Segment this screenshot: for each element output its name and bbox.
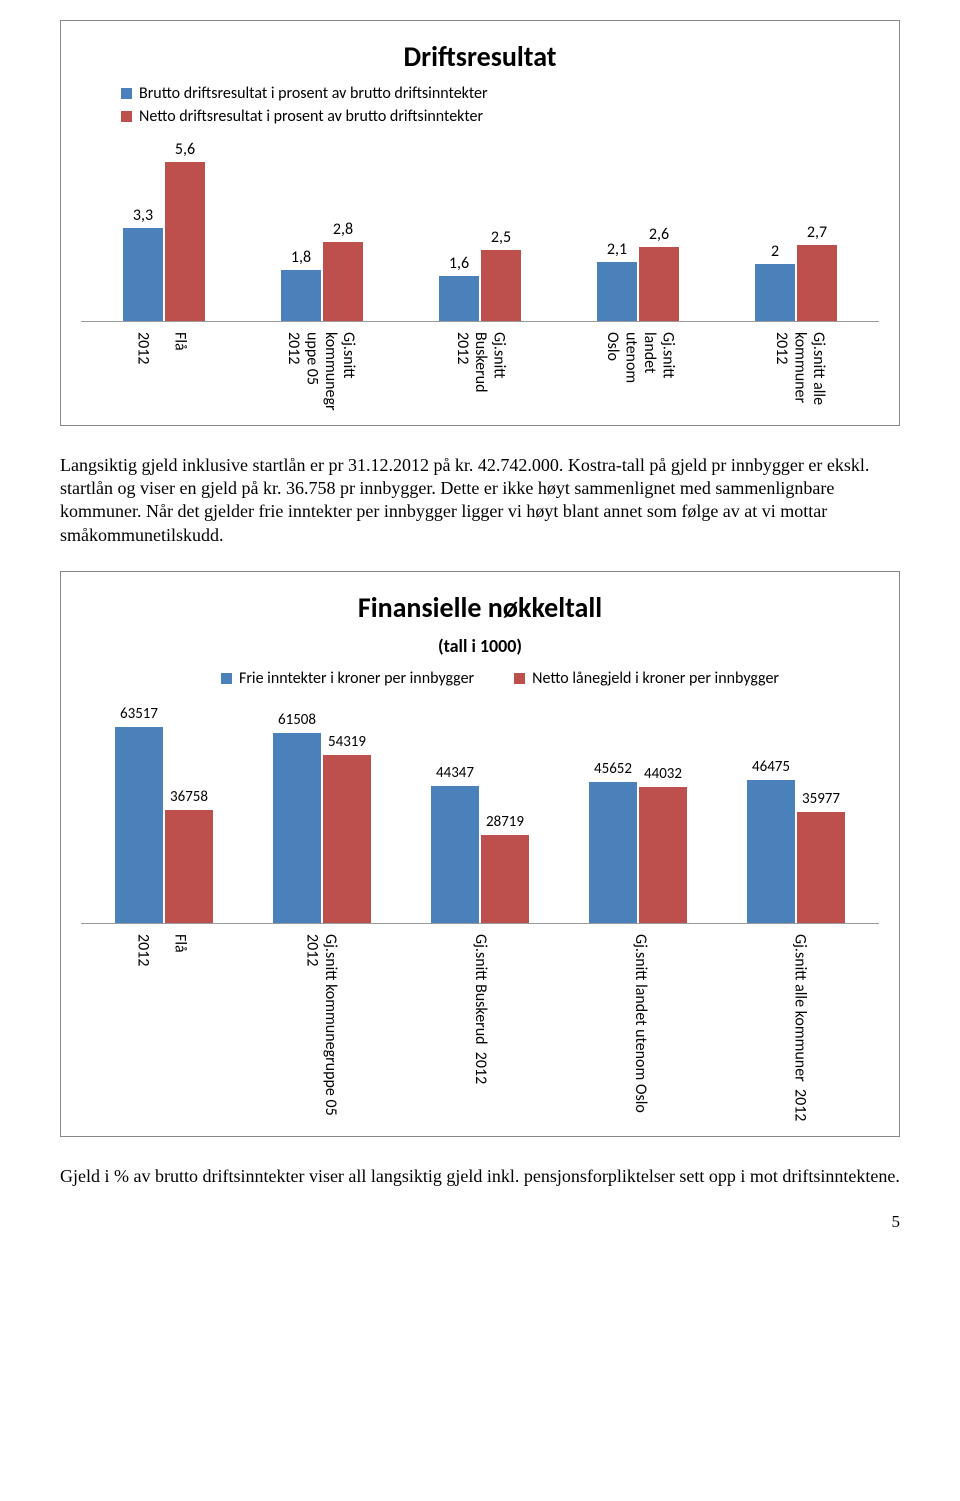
bar-value-label: 2,1 xyxy=(607,240,627,259)
legend-item: Brutto driftsresultat i prosent av brutt… xyxy=(121,84,488,103)
bar: 2 xyxy=(755,264,795,321)
chart1-plot: 3,35,61,82,81,62,52,12,622,7 Flå 2012Gj.… xyxy=(81,152,879,411)
x-axis-label-text: Flå 2012 xyxy=(133,332,188,411)
bar-group: 4647535977 xyxy=(717,780,875,924)
legend-label: Netto lånegjeld i kroner per innbygger xyxy=(532,669,779,688)
bar-value-label: 2,8 xyxy=(333,220,353,239)
chart1-xaxis: Flå 2012 Gj.snitt kommunegr uppe 05 2012 G… xyxy=(81,332,879,411)
chart-finansielle: Finansielle nøkkeltall (tall i 1000) Fri… xyxy=(60,571,900,1136)
chart2-subtitle: (tall i 1000) xyxy=(81,635,879,657)
x-axis-label-text: Gj.snitt landet utenom Oslo xyxy=(630,934,648,1121)
bar-value-label: 1,8 xyxy=(291,248,311,267)
bar-value-label: 28719 xyxy=(486,813,524,831)
bar: 36758 xyxy=(165,810,213,924)
x-axis-label: Flå 2012 xyxy=(81,934,241,1121)
bar: 44032 xyxy=(639,787,687,923)
x-axis-label: Gj.snitt Buskerud 2012 xyxy=(400,934,560,1121)
bar-group: 6150854319 xyxy=(243,733,401,923)
bar-value-label: 44032 xyxy=(644,765,682,783)
legend-swatch xyxy=(121,88,132,99)
x-axis-label-text: Gj.snitt Buskerud 2012 xyxy=(471,934,489,1121)
bar: 45652 xyxy=(589,782,637,923)
x-axis-label-text: Gj.snitt alle kommuner 2012 xyxy=(790,934,808,1121)
bar-group: 6351736758 xyxy=(85,727,243,923)
bar: 1,8 xyxy=(281,270,321,321)
bar-group: 2,12,6 xyxy=(559,247,717,321)
x-axis-label-text: Flå 2012 xyxy=(133,934,188,1121)
bar: 44347 xyxy=(431,786,479,923)
chart2-title: Finansielle nøkkeltall xyxy=(81,590,879,625)
bar-group: 1,62,5 xyxy=(401,250,559,321)
x-axis-label: Gj.snitt landet utenom Oslo xyxy=(560,934,720,1121)
x-axis-label-text: Gj.snitt alle kommuner 2012 xyxy=(772,332,827,411)
bar: 1,6 xyxy=(439,276,479,321)
chart1-title: Driftsresultat xyxy=(81,39,879,74)
bar: 54319 xyxy=(323,755,371,923)
chart1-bars: 3,35,61,82,81,62,52,12,622,7 xyxy=(81,152,879,322)
legend-label: Frie inntekter i kroner per innbygger xyxy=(239,669,474,688)
chart2-bars: 6351736758615085431944347287194565244032… xyxy=(81,714,879,924)
bar-value-label: 44347 xyxy=(436,764,474,782)
bar-value-label: 2 xyxy=(771,242,779,261)
page-number: 5 xyxy=(60,1212,900,1232)
bar: 2,5 xyxy=(481,250,521,321)
legend-swatch xyxy=(121,111,132,122)
x-axis-label: Gj.snitt alle kommuner 2012 xyxy=(719,934,879,1121)
bar-group: 3,35,6 xyxy=(85,162,243,321)
bar: 2,8 xyxy=(323,242,363,321)
chart-driftsresultat: Driftsresultat Brutto driftsresultat i p… xyxy=(60,20,900,426)
paragraph-gjeld-prosent: Gjeld i % av brutto driftsinntekter vise… xyxy=(60,1165,900,1188)
x-axis-label-text: Gj.snitt landet utenom Oslo xyxy=(603,332,677,411)
bar: 3,3 xyxy=(123,228,163,322)
x-axis-label: Flå 2012 xyxy=(81,332,241,411)
bar-value-label: 45652 xyxy=(594,760,632,778)
x-axis-label-text: Gj.snitt kommunegruppe 05 2012 xyxy=(302,934,339,1121)
chart2-xaxis: Flå 2012 Gj.snitt kommunegruppe 05 2012 Gj… xyxy=(81,934,879,1121)
x-axis-label: Gj.snitt kommunegruppe 05 2012 xyxy=(241,934,401,1121)
bar-value-label: 3,3 xyxy=(133,206,153,225)
bar-value-label: 54319 xyxy=(328,733,366,751)
legend-label: Brutto driftsresultat i prosent av brutt… xyxy=(139,84,488,103)
bar: 2,1 xyxy=(597,262,637,322)
bar: 2,6 xyxy=(639,247,679,321)
bar-group: 22,7 xyxy=(717,245,875,322)
x-axis-label: Gj.snitt alle kommuner 2012 xyxy=(719,332,879,411)
bar-value-label: 61508 xyxy=(278,711,316,729)
legend-swatch xyxy=(514,673,525,684)
legend-item: Netto driftsresultat i prosent av brutto… xyxy=(121,107,483,126)
x-axis-label-text: Gj.snitt Buskerud 2012 xyxy=(452,332,507,411)
bar: 35977 xyxy=(797,812,845,923)
bar-group: 1,82,8 xyxy=(243,242,401,321)
chart1-legend: Brutto driftsresultat i prosent av brutt… xyxy=(121,84,879,130)
paragraph-langsiktig-gjeld: Langsiktig gjeld inklusive startlån er p… xyxy=(60,454,900,548)
bar: 61508 xyxy=(273,733,321,923)
bar-value-label: 1,6 xyxy=(449,254,469,273)
bar: 46475 xyxy=(747,780,795,924)
bar-value-label: 35977 xyxy=(802,790,840,808)
x-axis-label: Gj.snitt landet utenom Oslo xyxy=(560,332,720,411)
bar-value-label: 46475 xyxy=(752,758,790,776)
bar: 2,7 xyxy=(797,245,837,322)
bar-value-label: 63517 xyxy=(120,705,158,723)
x-axis-label-text: Gj.snitt kommunegr uppe 05 2012 xyxy=(284,332,358,411)
bar-value-label: 2,5 xyxy=(491,228,511,247)
bar-group: 4434728719 xyxy=(401,786,559,923)
chart2-legend: Frie inntekter i kroner per innbygger Net… xyxy=(121,669,879,692)
bar-value-label: 2,6 xyxy=(649,225,669,244)
bar-value-label: 2,7 xyxy=(807,223,827,242)
legend-swatch xyxy=(221,673,232,684)
x-axis-label: Gj.snitt Buskerud 2012 xyxy=(400,332,560,411)
x-axis-label: Gj.snitt kommunegr uppe 05 2012 xyxy=(241,332,401,411)
bar-value-label: 36758 xyxy=(170,788,208,806)
chart2-plot: 6351736758615085431944347287194565244032… xyxy=(81,714,879,1121)
legend-item: Netto lånegjeld i kroner per innbygger xyxy=(514,669,779,688)
legend-label: Netto driftsresultat i prosent av brutto… xyxy=(139,107,483,126)
bar-group: 4565244032 xyxy=(559,782,717,923)
legend-item: Frie inntekter i kroner per innbygger xyxy=(221,669,474,688)
bar: 5,6 xyxy=(165,162,205,321)
bar: 28719 xyxy=(481,835,529,924)
bar: 63517 xyxy=(115,727,163,923)
bar-value-label: 5,6 xyxy=(175,140,195,159)
